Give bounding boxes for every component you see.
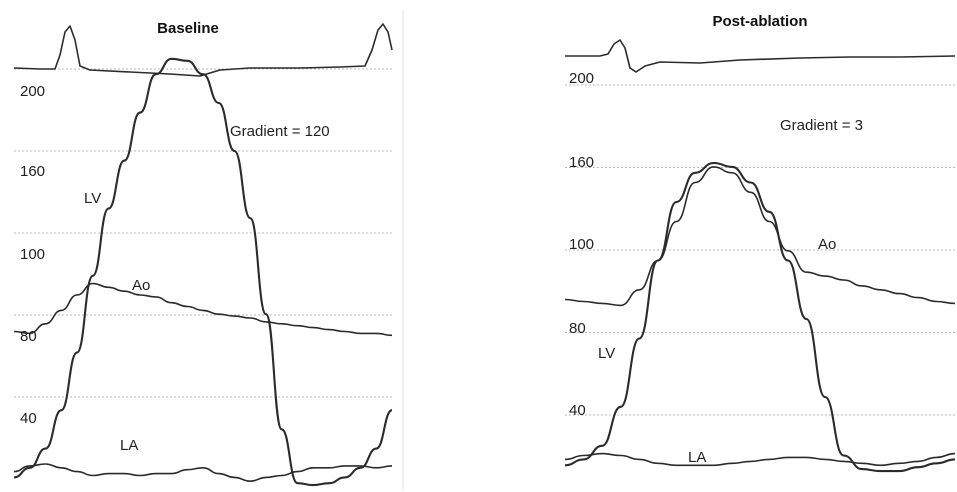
baseline-ecg-trace [13,23,393,77]
post-ablation-y-ticks: 200 160 100 80 40 [569,70,594,419]
post-ablation-gradient-annotation: Gradient = 3 [780,117,863,134]
baseline-la-label: LA [120,437,138,454]
post-ablation-ao-trace [564,166,956,307]
post-ablation-panel: 200 160 100 80 40 Post-ablation Gradient = 3… [564,13,956,473]
baseline-gradient-annotation: Gradient = 120 [230,123,330,140]
y-tick-label: 80 [20,328,37,345]
baseline-lv-trace [13,57,393,487]
post-ablation-grid [565,84,955,416]
baseline-la-trace [13,463,393,482]
baseline-lv-label: LV [84,190,101,207]
y-tick-label: 80 [569,320,586,337]
post-ablation-ecg-trace [565,39,956,73]
y-tick-label: 40 [20,410,37,427]
post-ablation-title: Post-ablation [712,13,807,30]
y-tick-label: 40 [569,402,586,419]
baseline-panel: 200 160 100 80 40 Baseline Gradient = 120 LV… [13,20,393,487]
post-ablation-la-label: LA [688,449,706,466]
y-tick-label: 100 [569,236,594,253]
y-tick-label: 160 [569,154,594,171]
baseline-ao-label: Ao [132,277,150,294]
post-ablation-ao-label: Ao [818,236,836,253]
y-tick-label: 160 [20,163,45,180]
post-ablation-lv-trace [564,161,956,473]
baseline-grid [14,68,392,398]
post-ablation-lv-label: LV [598,345,615,362]
baseline-y-ticks: 200 160 100 80 40 [20,83,45,427]
baseline-title: Baseline [157,20,219,37]
baseline-ao-trace [13,282,393,337]
y-tick-label: 200 [20,83,45,100]
post-ablation-la-trace [564,452,956,467]
y-tick-label: 100 [20,246,45,263]
y-tick-label: 200 [569,70,594,87]
